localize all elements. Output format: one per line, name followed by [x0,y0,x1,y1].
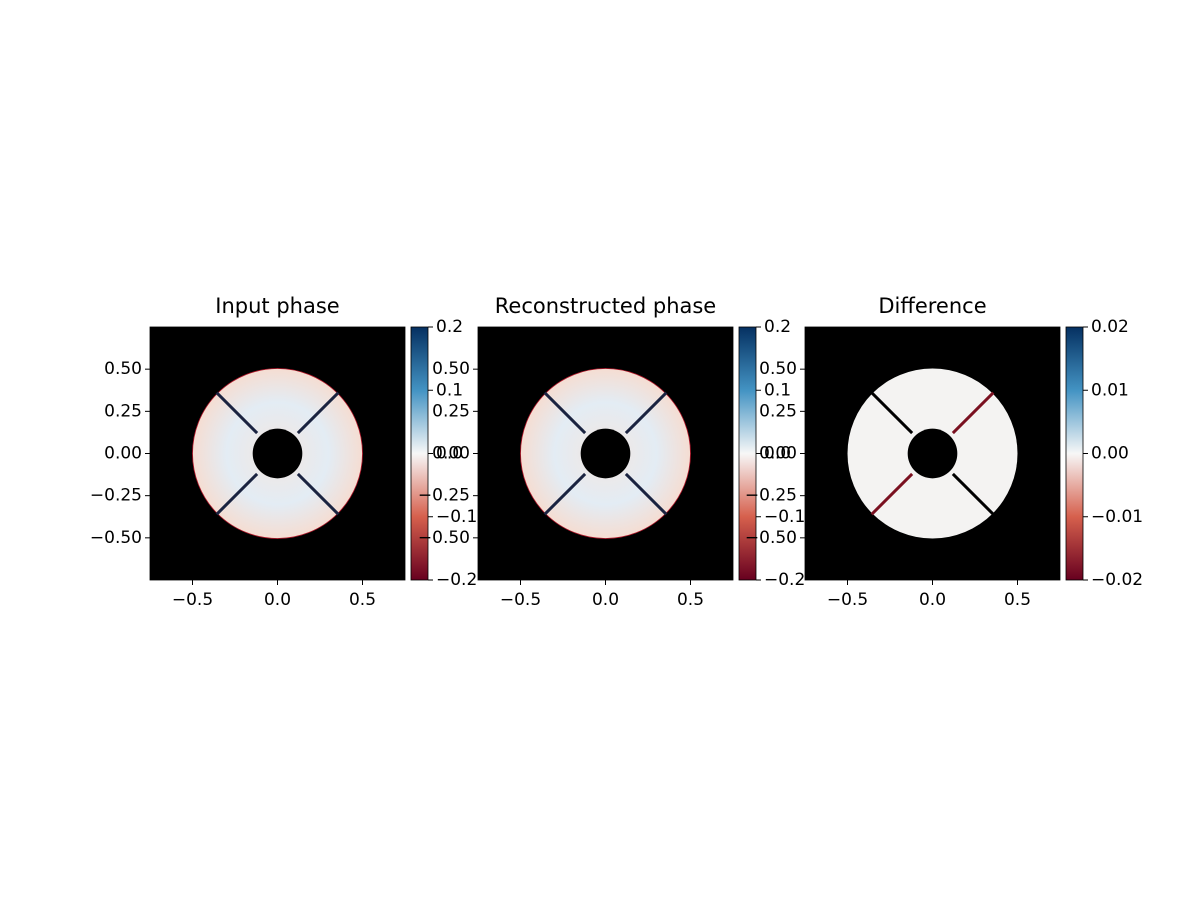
y-tick-label: 0.50 [432,359,470,379]
y-tick-label: 0.25 [759,401,797,421]
obscuration [580,428,631,479]
y-tick-label: −0.50 [745,528,797,548]
axes-frame [149,326,406,581]
colorbar-tick-label: 0.01 [1091,380,1129,400]
obscuration [252,428,303,479]
y-tick-label: −0.25 [745,486,797,506]
colorbar-tick-label: −0.01 [1091,507,1143,527]
colorbar-tick-label: −0.1 [764,507,805,527]
panel-title: Reconstructed phase [495,294,716,318]
obscuration [907,428,958,479]
x-tick-label: −0.5 [172,590,213,610]
colorbar-tick-label: 0.00 [1091,444,1129,464]
y-tick-label: 0.00 [104,444,142,464]
colorbar-tick-label: −0.1 [436,507,477,527]
x-tick-label: 0.5 [349,590,376,610]
colorbar-tick-label: 0.0 [764,444,791,464]
spider [543,472,587,516]
spider [951,391,995,435]
x-tick-label: 0.0 [264,590,291,610]
y-tick-label: 0.50 [104,359,142,379]
y-tick-label: −0.50 [418,528,470,548]
colorbar-tick-label: 0.0 [436,444,463,464]
colorbar-tick-label: −0.2 [436,570,477,590]
x-tick-label: 0.0 [919,590,946,610]
x-tick-label: 0.5 [1004,590,1031,610]
panel-title: Input phase [215,294,339,318]
colorbar-tick-label: 0.2 [764,317,791,337]
axes-frame [804,326,1061,581]
y-tick-label: 0.00 [432,444,470,464]
colorbar-tick-label: 0.2 [436,317,463,337]
spider [870,391,914,435]
y-tick-label: 0.25 [432,401,470,421]
spider [543,391,587,435]
y-tick-label: 0.25 [104,401,142,421]
colorbar-tick-label: 0.1 [436,380,463,400]
colorbar-tick-label: 0.02 [1091,317,1129,337]
x-tick-label: −0.5 [500,590,541,610]
panel-title: Difference [878,294,986,318]
spider [296,391,340,435]
y-tick-label: 0.50 [759,359,797,379]
colorbar-tick-label: −0.2 [764,570,805,590]
spider [624,391,668,435]
y-tick-label: 0.00 [759,444,797,464]
colorbar-tick-label: −0.02 [1091,570,1143,590]
y-tick-label: −0.25 [418,486,470,506]
colorbar-tick-label: 0.1 [764,380,791,400]
spider [870,472,914,516]
x-tick-label: 0.5 [677,590,704,610]
x-tick-label: 0.0 [592,590,619,610]
spider [296,472,340,516]
spider [951,472,995,516]
spider [215,391,259,435]
x-tick-label: −0.5 [827,590,868,610]
spider [215,472,259,516]
axes-frame [477,326,734,581]
spider [624,472,668,516]
colorbar [1065,326,1084,581]
y-tick-label: −0.50 [90,528,142,548]
y-tick-label: −0.25 [90,486,142,506]
